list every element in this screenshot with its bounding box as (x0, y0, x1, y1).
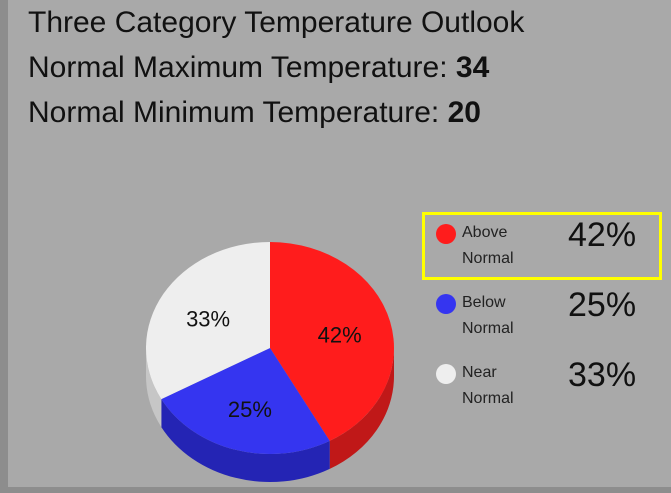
legend-value: 25% (568, 286, 637, 324)
highlight-box (422, 212, 662, 280)
legend-item: Above Normal 42% (428, 214, 658, 280)
legend-label: Below Normal (462, 294, 514, 337)
max-label: Normal Maximum Temperature: (28, 51, 448, 84)
pie-side (146, 348, 162, 428)
pie-slice (161, 348, 330, 454)
legend-value: 33% (568, 356, 637, 394)
legend-item: Near Normal 33% (428, 354, 658, 420)
legend-label: Near Normal (462, 364, 514, 407)
min-temp: Normal Minimum Temperature: 20 (28, 96, 481, 130)
pie-slice (145, 242, 270, 400)
slice-label: 25% (228, 397, 272, 422)
min-value: 20 (447, 96, 481, 129)
max-temp: Normal Maximum Temperature: 34 (28, 51, 489, 85)
pie-slice (270, 242, 394, 441)
slice-label: 33% (186, 307, 230, 332)
pie-chart: 42% 25% 33% (145, 242, 395, 482)
max-value: 34 (455, 51, 490, 84)
pie-side (329, 348, 395, 469)
legend-dot (436, 364, 456, 384)
legend-item: Below Normal 25% (428, 284, 658, 350)
slice-label: 42% (318, 323, 362, 348)
title: Three Category Temperature Outlook (28, 6, 525, 39)
legend-dot (436, 294, 456, 314)
legend-value: 42% (568, 216, 637, 254)
pie-side (161, 399, 330, 482)
legend-label: Above Normal (462, 224, 514, 267)
min-label: Normal Minimum Temperature: (28, 96, 440, 129)
legend-dot (436, 224, 456, 244)
